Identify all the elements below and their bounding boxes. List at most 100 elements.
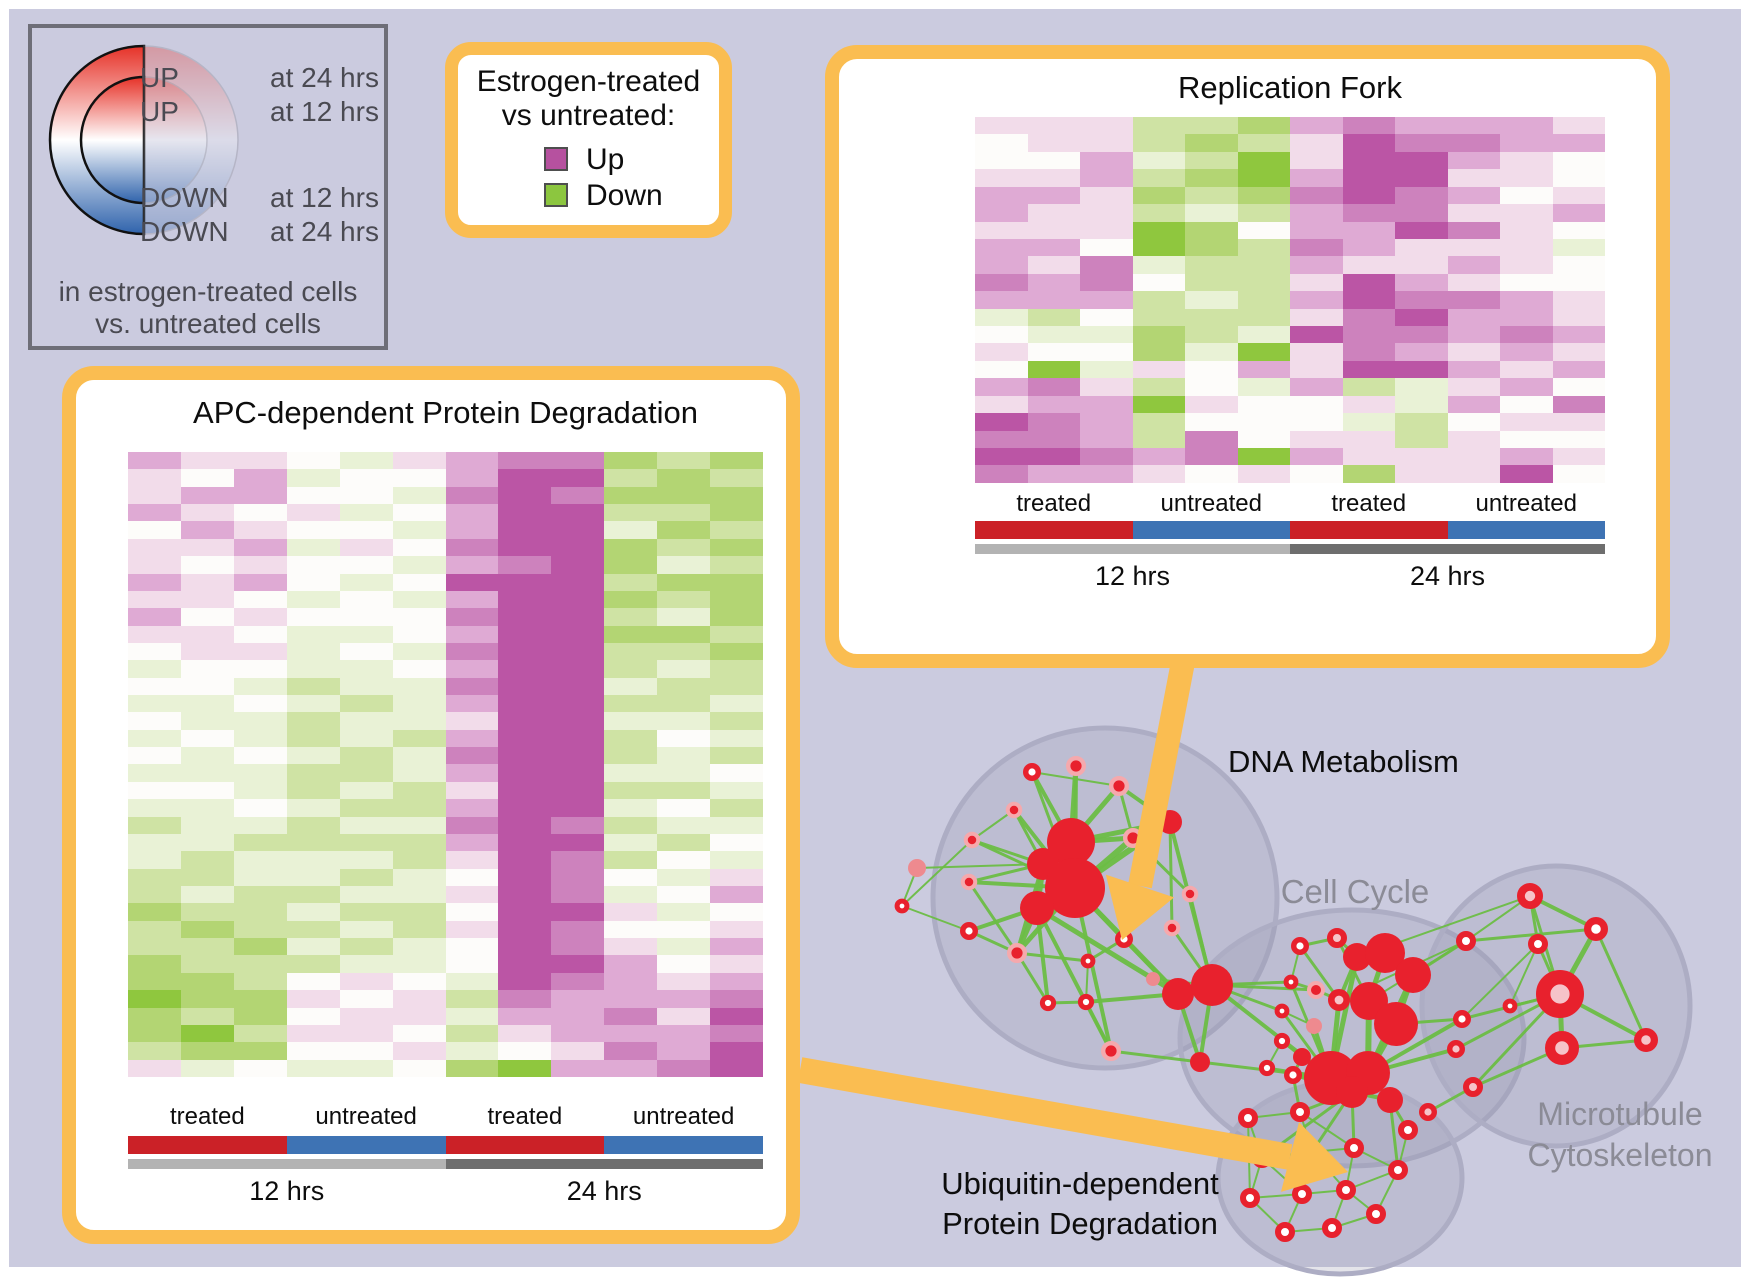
legend-direction: DOWN (140, 182, 229, 213)
heatmap-row (128, 920, 764, 939)
timepoint-bar (128, 1159, 763, 1169)
heatmap-row (975, 430, 1605, 449)
heatmap-row (975, 169, 1605, 187)
dna-metabolism-label: DNA Metabolism (1228, 744, 1459, 779)
heatmap-row (128, 1007, 764, 1025)
time-label-12hrs: 12 hrs (1094, 561, 1171, 591)
heatmap-row (128, 990, 764, 1008)
up-color-swatch (544, 147, 568, 171)
heatmap-row (975, 117, 1605, 135)
estrogen-title-line2: vs untreated: (501, 99, 676, 132)
group-label-untreated: untreated (1160, 490, 1262, 517)
legend-direction: DOWN (140, 216, 229, 247)
legend-time: at 12 hrs (270, 96, 379, 127)
heatmap-row (975, 273, 1605, 292)
heatmap-row (128, 504, 764, 522)
legend-item-down: Down (458, 181, 719, 211)
heatmap-row (975, 134, 1605, 152)
legend-caption-line1: in estrogen-treated cells (58, 276, 358, 307)
heatmap-row (975, 151, 1605, 170)
down-label: Down (586, 179, 663, 212)
heatmap-row (975, 360, 1605, 379)
legend-time: at 24 hrs (270, 62, 379, 93)
legend-time: at 24 hrs (270, 216, 379, 247)
heatmap-row (975, 326, 1605, 344)
panel-title: Replication Fork (1178, 70, 1402, 105)
heatmap-row (128, 885, 764, 904)
timepoint-bar (975, 544, 1605, 554)
group-label-untreated: untreated (1475, 490, 1577, 517)
heatmap-row (128, 833, 764, 852)
heatmap-row (128, 868, 764, 886)
heatmap-row (975, 238, 1605, 257)
microtubule-cytoskeleton-label: Microtubule Cytoskeleton (1480, 1094, 1750, 1176)
microtubule-label-line1: Microtubule (1537, 1096, 1703, 1132)
heatmap-row (975, 448, 1605, 466)
heatmap-row (128, 469, 764, 487)
legend-direction: UP (140, 96, 179, 127)
heatmap-row (975, 378, 1605, 396)
heatmap-row (128, 816, 764, 834)
legend-time: at 12 hrs (270, 182, 379, 213)
heatmap-row (975, 204, 1605, 222)
heatmap-row (128, 729, 764, 748)
group-label-treated: treated (1331, 490, 1407, 517)
treated-untreated-colorbar (975, 521, 1605, 539)
heatmap-row (975, 256, 1605, 274)
heatmap-row (975, 343, 1605, 361)
heatmap-row (975, 186, 1605, 205)
microtubule-label-line2: Cytoskeleton (1527, 1137, 1713, 1173)
legend-caption-line2: vs. untreated cells (95, 308, 321, 339)
heatmap-row (128, 538, 764, 557)
heatmap-row (975, 465, 1605, 483)
group-label-treated: treated (170, 1103, 245, 1130)
heatmap-row (128, 938, 764, 956)
group-label-treated: treated (487, 1103, 563, 1130)
heatmap-row (128, 781, 764, 800)
heatmap-row (975, 395, 1605, 414)
heatmap-row (128, 486, 764, 505)
timepoint-labels: 12 hrs 24 hrs (975, 559, 1605, 593)
ubiquitin-degradation-label: Ubiquitin-dependent Protein Degradation (870, 1164, 1290, 1244)
heatmap-row (128, 642, 764, 661)
apc-degradation-panel: APC-dependent Protein Degradation treate… (62, 366, 800, 1244)
estrogen-title-line1: Estrogen-treated (476, 65, 701, 98)
heatmap-row (128, 660, 764, 678)
time-label-24hrs: 24 hrs (1409, 561, 1486, 591)
up-label: Up (586, 143, 625, 176)
panel-title: APC-dependent Protein Degradation (193, 395, 698, 430)
heatmap-row (128, 851, 764, 869)
heatmap-row (128, 625, 764, 643)
heatmap-row (975, 291, 1605, 309)
apc-heatmap (128, 452, 764, 1077)
time-label-12hrs: 12 hrs (249, 1176, 325, 1206)
legend-direction: UP (140, 62, 179, 93)
heatmap-row (975, 308, 1605, 327)
estrogen-legend-box: Estrogen-treated vs untreated: Up Down (445, 42, 732, 238)
ubiquitin-label-line1: Ubiquitin-dependent (941, 1166, 1219, 1201)
heatmap-row (128, 608, 764, 626)
legend-item-up: Up (458, 145, 719, 175)
group-label-treated: treated (1016, 490, 1092, 517)
time-label-24hrs: 24 hrs (566, 1176, 642, 1206)
heatmap-row (128, 903, 764, 921)
condition-labels: treated untreated treated untreated (128, 1102, 763, 1132)
treated-untreated-colorbar (128, 1136, 763, 1154)
group-label-untreated: untreated (315, 1103, 417, 1130)
heatmap-row (128, 590, 764, 609)
heatmap-row (128, 799, 764, 817)
updown-legend-box: UP at 24 hrs UP at 12 hrs DOWN at 12 hrs… (28, 24, 388, 350)
group-label-untreated: untreated (632, 1103, 735, 1130)
heatmap-row (128, 573, 764, 591)
heatmap-row (975, 413, 1605, 431)
heatmap-row (128, 521, 764, 539)
timepoint-labels: 12 hrs 24 hrs (128, 1174, 763, 1208)
cell-cycle-label: Cell Cycle (1280, 873, 1430, 910)
replication-fork-panel: Replication Fork treated untreated treat… (825, 45, 1670, 668)
heatmap-row (128, 712, 764, 730)
heatmap-row (128, 1059, 764, 1077)
heatmap-row (128, 955, 764, 973)
heatmap-row (128, 556, 764, 574)
heatmap-row (128, 764, 764, 782)
